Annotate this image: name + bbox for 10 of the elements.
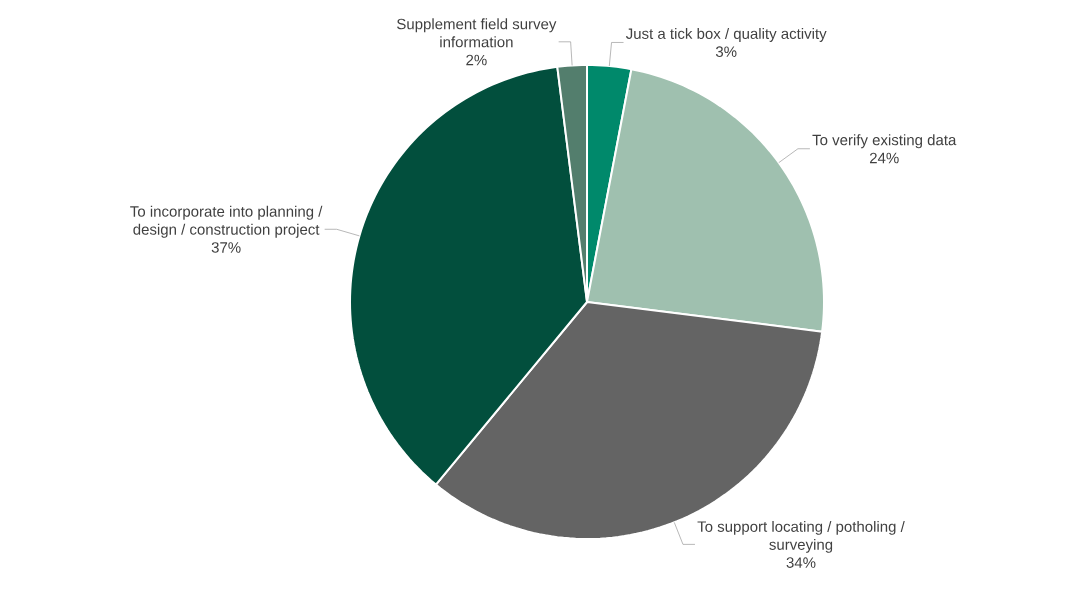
slice-label: To incorporate into planning / design / construction project: [130, 205, 323, 238]
slice-label: Just a tick box / quality activity: [625, 27, 827, 42]
data-label: 37%: [211, 242, 241, 253]
data-label: 3%: [715, 46, 737, 57]
data-label: 24%: [869, 152, 899, 164]
slice-label: To verify existing data: [812, 134, 957, 149]
data-label: 2%: [466, 54, 487, 66]
slice-label: Supplement field survey information: [397, 18, 557, 48]
slice-label: To support locating / potholing / surveying: [697, 520, 905, 553]
data-label: 34%: [786, 557, 816, 568]
